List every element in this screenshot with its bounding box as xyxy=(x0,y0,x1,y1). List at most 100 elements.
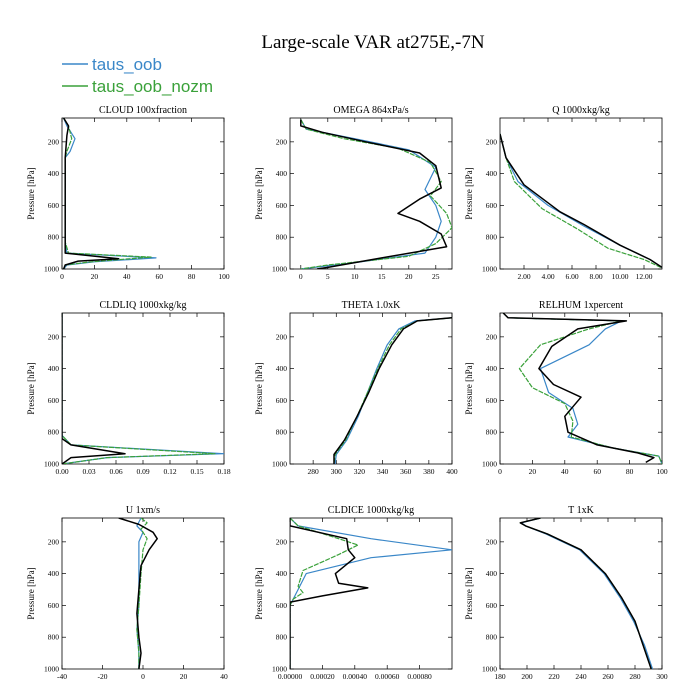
y-tick-label: 400 xyxy=(48,569,60,578)
x-tick-label: 0.00060 xyxy=(375,672,400,681)
series-line-green xyxy=(519,518,652,669)
y-tick-label: 800 xyxy=(276,233,288,242)
x-tick-label: 20 xyxy=(529,467,537,476)
x-tick-label: 0.12 xyxy=(163,467,176,476)
y-tick-label: 1000 xyxy=(482,265,497,274)
y-tick-label: 200 xyxy=(276,137,288,146)
y-tick-label: 200 xyxy=(486,537,498,546)
x-tick-label: 240 xyxy=(575,672,587,681)
plot-frame xyxy=(61,117,225,270)
plot-frame xyxy=(61,312,225,465)
x-tick-label: 300 xyxy=(331,467,343,476)
series-line-blue xyxy=(63,118,157,269)
y-tick-label: 600 xyxy=(486,201,498,210)
y-tick-label: 200 xyxy=(486,332,498,341)
y-tick-label: 800 xyxy=(486,633,498,642)
panel-2: OMEGA 864xPa/s 200 400 600 800 1000 0 5 10 15 20 25… xyxy=(254,105,453,281)
x-tick-label: 0.00080 xyxy=(407,672,432,681)
y-axis-label: Pressure [hPa] xyxy=(26,362,36,414)
x-tick-label: 100 xyxy=(218,272,230,281)
x-tick-label: -20 xyxy=(98,672,108,681)
y-tick-label: 600 xyxy=(276,601,288,610)
y-axis-label: Pressure [hPa] xyxy=(254,362,264,414)
x-tick-label: 5 xyxy=(326,272,330,281)
x-tick-label: 180 xyxy=(494,672,506,681)
x-tick-label: 0.09 xyxy=(136,467,149,476)
y-tick-label: 400 xyxy=(276,169,288,178)
series-line-black xyxy=(118,518,158,669)
panel-title: CLDLIQ 1000xkg/kg xyxy=(100,300,187,311)
x-tick-label: 0 xyxy=(299,272,303,281)
legend-label-taus-oob: taus_oob xyxy=(92,55,162,74)
x-tick-label: 100 xyxy=(656,467,668,476)
x-tick-label: 0.00040 xyxy=(343,672,368,681)
x-tick-label: 360 xyxy=(400,467,412,476)
x-tick-label: 0.06 xyxy=(109,467,122,476)
x-tick-label: 340 xyxy=(377,467,389,476)
y-tick-label: 600 xyxy=(48,396,60,405)
x-tick-label: 400 xyxy=(446,467,458,476)
x-tick-label: 280 xyxy=(308,467,320,476)
x-tick-label: 300 xyxy=(656,672,668,681)
y-tick-label: 800 xyxy=(486,428,498,437)
y-tick-label: 400 xyxy=(48,169,60,178)
y-tick-label: 800 xyxy=(48,633,60,642)
y-axis-label: Pressure [hPa] xyxy=(254,167,264,219)
x-tick-label: 260 xyxy=(602,672,614,681)
y-tick-label: 800 xyxy=(48,428,60,437)
y-axis-label: Pressure [hPa] xyxy=(464,362,474,414)
x-tick-label: 220 xyxy=(548,672,560,681)
panel-title: Q 1000xkg/kg xyxy=(552,105,610,116)
x-tick-label: 0 xyxy=(498,467,502,476)
series-line-green xyxy=(290,518,359,669)
y-axis-label: Pressure [hPa] xyxy=(26,567,36,619)
x-tick-label: 0.18 xyxy=(217,467,230,476)
series-line-black xyxy=(333,317,452,464)
plot-frame xyxy=(499,312,663,465)
y-tick-label: 800 xyxy=(276,633,288,642)
x-tick-label: 280 xyxy=(629,672,641,681)
series-line-green xyxy=(333,317,452,464)
panel-title: THETA 1.0xK xyxy=(342,300,401,311)
x-tick-label: 25 xyxy=(432,272,440,281)
y-tick-label: 200 xyxy=(276,332,288,341)
y-tick-label: 600 xyxy=(486,601,498,610)
series-line-blue xyxy=(290,518,452,669)
series-line-green xyxy=(500,133,662,268)
series-line-blue xyxy=(500,133,662,268)
y-axis-label: Pressure [hPa] xyxy=(254,567,264,619)
x-tick-label: 10.00 xyxy=(612,272,629,281)
x-tick-label: 0.15 xyxy=(190,467,203,476)
y-axis-label: Pressure [hPa] xyxy=(464,567,474,619)
y-tick-label: 800 xyxy=(276,428,288,437)
y-tick-label: 400 xyxy=(276,364,288,373)
plot-frame xyxy=(499,117,663,270)
x-tick-label: 40 xyxy=(561,467,569,476)
y-tick-label: 200 xyxy=(486,137,498,146)
y-tick-label: 800 xyxy=(48,233,60,242)
y-tick-label: 400 xyxy=(486,569,498,578)
x-tick-label: 20 xyxy=(91,272,99,281)
x-tick-label: 20 xyxy=(180,672,188,681)
x-tick-label: 380 xyxy=(423,467,435,476)
legend: taus_oob taus_oob_nozm xyxy=(62,55,213,96)
x-tick-label: 20 xyxy=(405,272,413,281)
series-line-blue xyxy=(502,313,662,464)
y-tick-label: 1000 xyxy=(482,460,497,469)
panel-7: U 1xm/s 200 400 600 800 1000-40 -20 0 20 40 Pressu… xyxy=(26,505,228,681)
y-tick-label: 800 xyxy=(486,233,498,242)
series-line-black xyxy=(290,518,369,669)
x-tick-label: 10 xyxy=(351,272,359,281)
x-tick-label: 80 xyxy=(626,467,634,476)
series-line-black xyxy=(500,133,662,269)
series-line-black xyxy=(62,118,120,269)
legend-label-taus-oob-nozm: taus_oob_nozm xyxy=(92,77,213,96)
x-tick-label: 6.00 xyxy=(565,272,578,281)
plot-frame xyxy=(289,312,453,465)
x-tick-label: 80 xyxy=(188,272,196,281)
y-tick-label: 600 xyxy=(276,201,288,210)
series-line-black xyxy=(300,119,448,269)
